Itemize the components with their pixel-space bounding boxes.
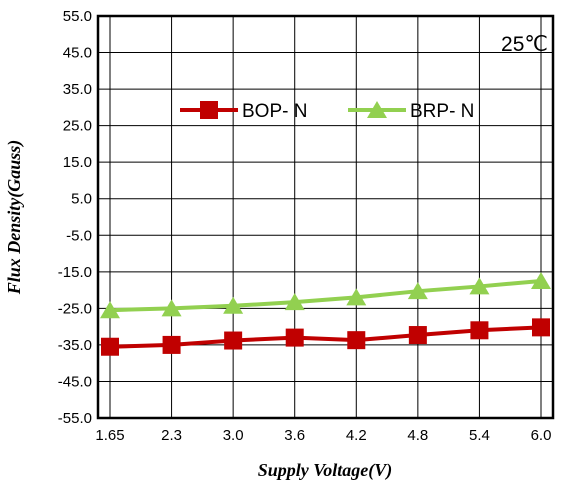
data-point-brp-n [161, 299, 182, 317]
data-point-bop-n [347, 331, 366, 350]
y-tick-labels: 55.0 45.0 35.0 25.0 15.0 5.0 -5.0 -15.0 -25.0 -35… [58, 8, 92, 427]
data-point-brp-n [531, 271, 551, 289]
legend-label-bop-n: BOP- N [242, 101, 307, 122]
y-axis-title: Flux Density(Gauss) [4, 140, 25, 296]
y-tick-label: 55.0 [63, 8, 92, 25]
series-line-bop-n [109, 325, 542, 349]
y-tick-label: -35.0 [58, 337, 92, 354]
data-point-brp-n [346, 288, 367, 306]
grid-lines [98, 15, 553, 419]
data-point-brp-n [100, 301, 120, 319]
y-tick-label: 5.0 [71, 191, 92, 208]
data-point-bop-n [408, 326, 427, 345]
x-tick-label: 6.0 [531, 427, 552, 444]
x-tick-label: 2.3 [161, 427, 182, 444]
plot-frame [96, 14, 555, 420]
data-point-bop-n [162, 335, 181, 354]
y-tick-label: -25.0 [58, 300, 92, 317]
y-tick-label: 35.0 [63, 81, 92, 98]
x-tick-label: 1.65 [95, 427, 124, 444]
y-tick-label: -55.0 [58, 410, 92, 427]
data-point-brp-n [284, 293, 305, 311]
x-axis-title: Supply Voltage(V) [258, 460, 393, 481]
data-point-brp-n [469, 277, 490, 295]
x-tick-label: 4.2 [346, 427, 367, 444]
series-line-brp-n [109, 278, 542, 313]
y-tick-label: 15.0 [63, 154, 92, 171]
y-tick-label: -45.0 [58, 373, 92, 390]
legend: BOP- N BRP- N [180, 101, 474, 122]
y-tick-label: -15.0 [58, 264, 92, 281]
temperature-annotation: 25℃ [501, 33, 548, 56]
legend-label-brp-n: BRP- N [410, 101, 474, 122]
legend-marker-brp-n [367, 101, 387, 118]
x-tick-label: 3.6 [284, 427, 305, 444]
data-point-brp-n [223, 296, 244, 314]
data-point-bop-n [532, 318, 550, 337]
data-point-bop-n [101, 337, 119, 356]
x-tick-labels: 1.65 2.3 3.0 3.6 4.2 4.8 5.4 6.0 [95, 427, 551, 444]
x-tick-label: 5.4 [469, 427, 490, 444]
y-tick-label: 45.0 [63, 45, 92, 62]
y-tick-label: -5.0 [66, 227, 92, 244]
y-tick-label: 25.0 [63, 118, 92, 135]
x-tick-label: 3.0 [223, 427, 244, 444]
series-group [100, 271, 551, 356]
data-point-bop-n [224, 331, 243, 350]
data-point-brp-n [407, 282, 428, 300]
data-point-bop-n [470, 321, 489, 340]
x-tick-label: 4.8 [407, 427, 428, 444]
data-point-bop-n [285, 328, 304, 347]
legend-marker-bop-n [200, 101, 218, 119]
